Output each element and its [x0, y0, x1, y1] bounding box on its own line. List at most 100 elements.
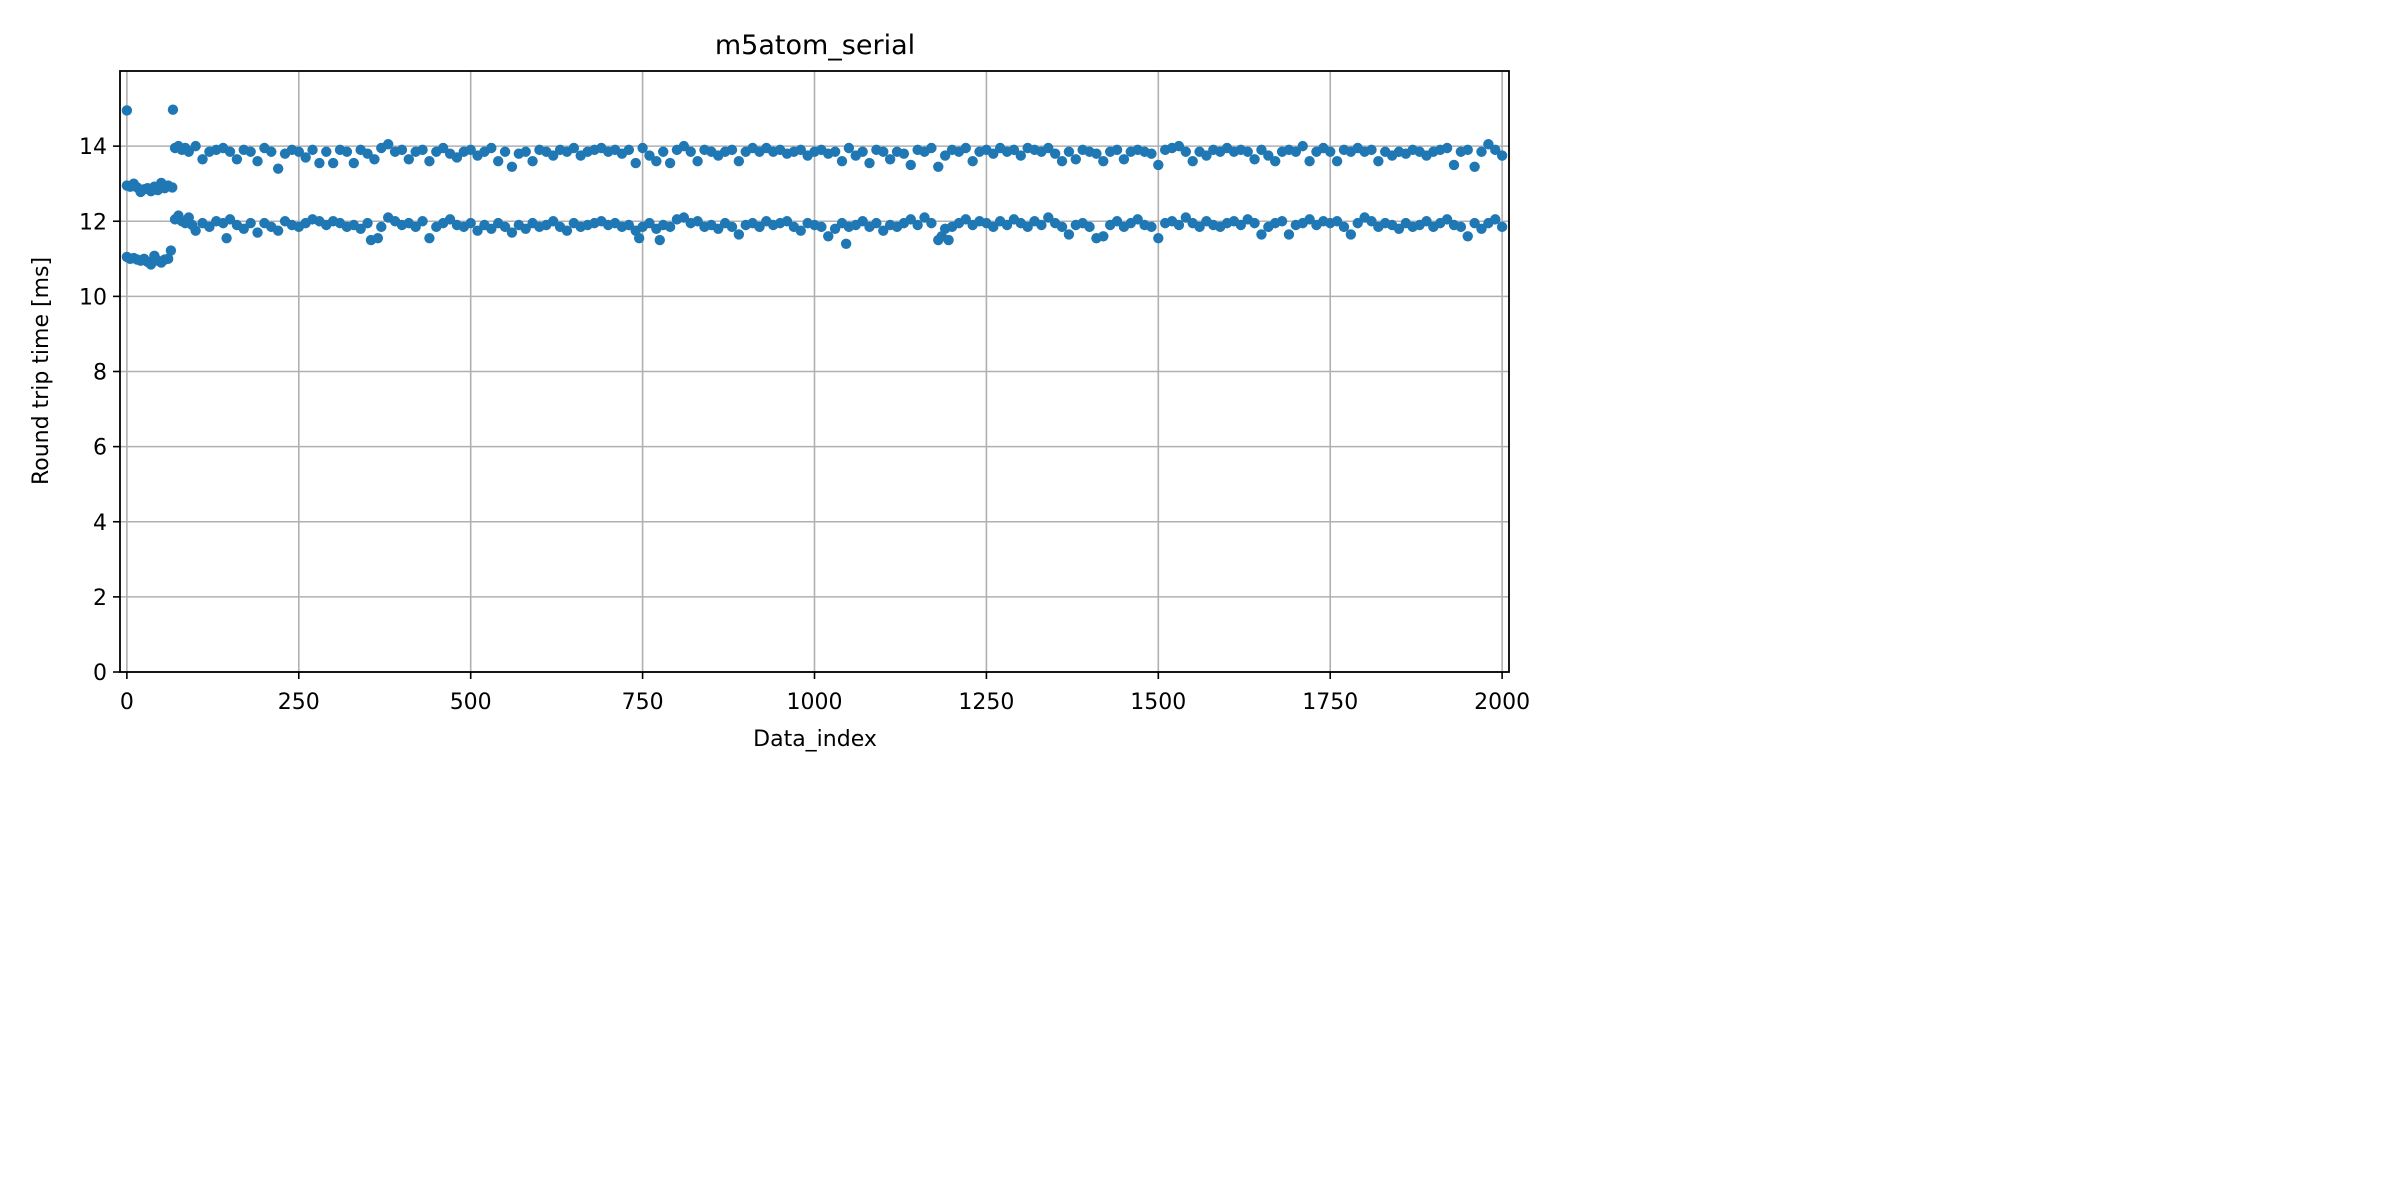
data-point [836, 155, 848, 167]
data-point [465, 217, 476, 229]
data-point [664, 221, 676, 233]
data-point [1146, 148, 1157, 159]
data-point [492, 155, 504, 167]
data-point [561, 225, 573, 236]
data-point [272, 163, 284, 174]
data-point [403, 154, 415, 165]
data-point [121, 105, 133, 116]
data-point [520, 223, 531, 234]
data-point [548, 150, 559, 161]
data-point [651, 155, 662, 167]
data-point [623, 219, 635, 231]
data-point [1084, 221, 1095, 233]
data-point [988, 221, 999, 233]
data-point [1476, 146, 1487, 157]
data-point [321, 146, 332, 157]
data-point [1441, 214, 1453, 225]
data-point [1469, 161, 1480, 172]
data-point [933, 161, 944, 172]
data-point [726, 144, 738, 156]
data-point [713, 223, 724, 234]
data-point [658, 146, 669, 157]
data-point [1263, 150, 1274, 161]
y-tick-label: 10 [79, 285, 107, 310]
data-point [1118, 154, 1130, 165]
data-point [355, 223, 366, 234]
data-point [623, 144, 635, 156]
data-point [245, 217, 256, 229]
data-point [864, 157, 875, 169]
data-point [238, 223, 249, 234]
data-point [1297, 140, 1308, 152]
data-point [781, 216, 793, 227]
data-point [369, 154, 380, 165]
data-point [1331, 216, 1343, 227]
data-point [165, 245, 177, 256]
data-point [871, 217, 882, 229]
data-point [382, 139, 394, 150]
data-point [499, 146, 511, 157]
data-point [939, 150, 951, 161]
data-point [823, 231, 834, 242]
data-point [444, 214, 456, 225]
data-point [1345, 229, 1357, 240]
x-tick-label: 1250 [958, 690, 1014, 715]
data-point [1036, 219, 1047, 231]
data-point [1490, 144, 1501, 156]
data-point [1153, 232, 1164, 244]
data-point [1441, 142, 1453, 154]
data-point [362, 148, 373, 159]
x-tick-label: 750 [622, 690, 664, 715]
data-point [912, 219, 923, 231]
data-point [1304, 214, 1315, 225]
data-point [465, 144, 476, 156]
data-point [451, 152, 463, 163]
data-point [1496, 150, 1508, 161]
data-point [486, 223, 497, 234]
x-tick-label: 2000 [1474, 690, 1530, 715]
data-point [314, 157, 325, 169]
data-point [1283, 229, 1295, 240]
data-point [857, 146, 868, 157]
data-point [1153, 159, 1164, 171]
data-point [1249, 154, 1260, 165]
data-point [692, 216, 703, 227]
data-point [795, 225, 806, 236]
data-point [204, 221, 215, 233]
data-point [362, 217, 373, 229]
chart-title: m5atom_serial [715, 30, 915, 61]
data-point [816, 221, 827, 233]
data-point [1173, 140, 1185, 152]
data-point [1469, 217, 1480, 229]
x-tick-label: 1750 [1302, 690, 1358, 715]
data-point [1366, 216, 1377, 227]
data-point [692, 155, 703, 167]
data-point [252, 155, 263, 167]
data-point [843, 142, 855, 154]
data-point [1049, 148, 1061, 159]
data-point [341, 146, 353, 157]
data-point [905, 159, 916, 171]
data-point [1393, 223, 1405, 234]
data-point [878, 225, 889, 236]
data-point [396, 144, 408, 156]
data-point [190, 140, 201, 152]
x-tick-label: 1000 [787, 690, 843, 715]
x-tick-label: 500 [450, 690, 492, 715]
data-point [1276, 216, 1288, 227]
data-point [1290, 146, 1302, 157]
y-tick-label: 0 [93, 661, 107, 686]
data-point [162, 253, 174, 265]
data-point [1352, 217, 1363, 229]
y-tick-label: 14 [79, 135, 107, 160]
data-point [1462, 231, 1473, 242]
data-point [568, 142, 580, 154]
data-point [1338, 221, 1350, 233]
data-point [1056, 155, 1068, 167]
scatter-chart: 0 250 500 750 1000 1250 1500 1750 2000 0 2 4 6 8 10 12… [0, 0, 1552, 776]
data-point [245, 146, 256, 157]
data-point [293, 146, 304, 157]
data-point [1180, 146, 1192, 157]
data-point [988, 148, 999, 159]
data-point [840, 238, 852, 249]
